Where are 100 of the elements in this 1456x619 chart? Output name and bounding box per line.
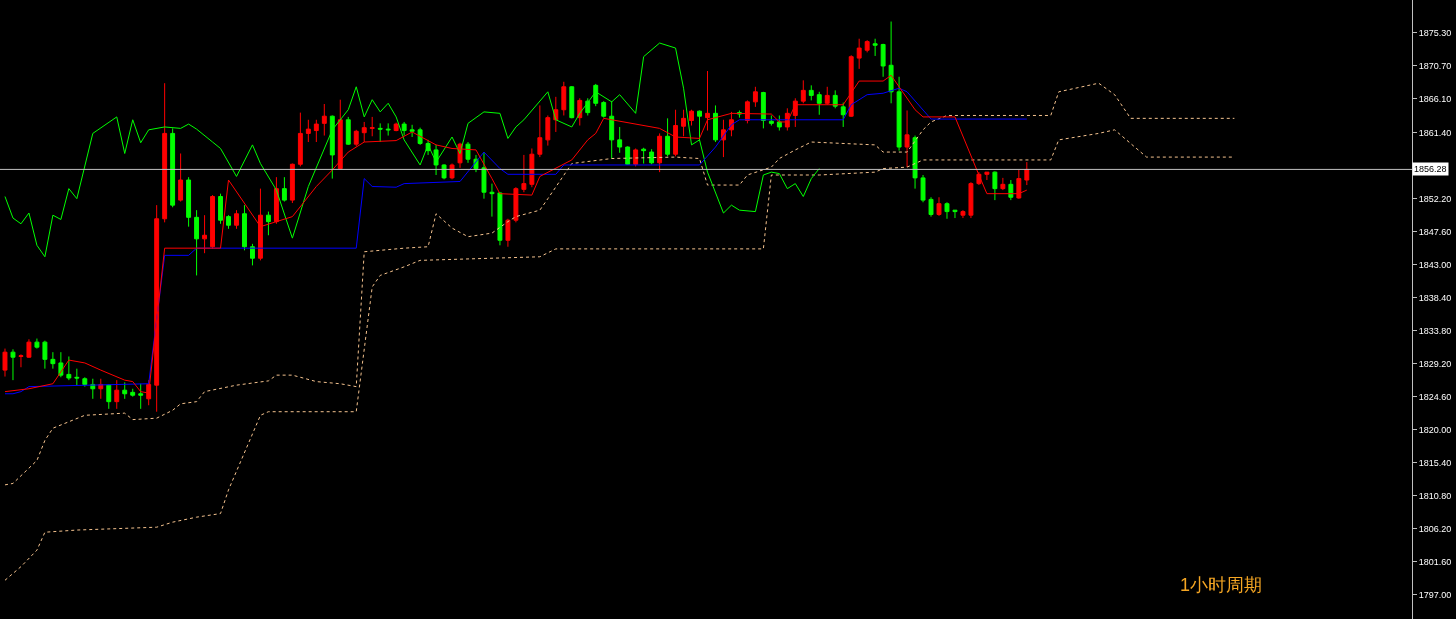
candlestick (976, 171, 982, 186)
candlestick (138, 383, 144, 410)
candlestick (393, 122, 399, 132)
y-tick-label: 1852.20 (1418, 193, 1452, 204)
candlestick (681, 109, 686, 137)
candlestick (593, 83, 599, 107)
candlestick (369, 116, 375, 137)
ref-line-label: 1856.28 (1414, 164, 1447, 174)
candlestick (856, 38, 862, 70)
candlestick (385, 122, 391, 137)
candlestick (226, 214, 231, 230)
line-series (4, 42, 820, 258)
candlestick (202, 214, 208, 254)
y-tick-label: 1843.00 (1418, 259, 1452, 270)
candlestick (353, 129, 359, 147)
candlestick (776, 114, 782, 132)
y-tick-label: 1866.10 (1418, 94, 1452, 105)
candlestick (792, 97, 798, 128)
y-tick-label: 1833.80 (1418, 325, 1452, 336)
candlestick (896, 76, 902, 152)
candlestick (481, 151, 487, 200)
candlestick (768, 114, 774, 127)
candlestick (417, 127, 423, 146)
candlestick (114, 379, 120, 410)
candlestick (617, 126, 623, 154)
candlestick (465, 141, 471, 164)
candlestick (242, 204, 247, 251)
y-tick-label: 1820.00 (1418, 424, 1452, 435)
candlestick (960, 209, 966, 219)
candlestick (441, 163, 447, 180)
candlestick (673, 109, 679, 157)
candlestick (808, 84, 814, 101)
y-tick-label: 1870.70 (1418, 61, 1452, 72)
candlestick (337, 99, 343, 170)
candlestick (1008, 179, 1014, 201)
candlestick (609, 100, 615, 160)
candlestick (760, 91, 766, 129)
candlestick (178, 152, 184, 203)
candlestick (505, 218, 511, 248)
candlestick (26, 338, 32, 359)
candlestick (904, 109, 910, 168)
candlestick (561, 81, 567, 116)
candlestick (34, 338, 40, 350)
candlestick (265, 211, 271, 236)
candlestick (42, 340, 48, 370)
candlestick (641, 147, 647, 165)
candlestick (425, 139, 431, 156)
candlestick (18, 353, 24, 368)
candlestick (409, 124, 415, 138)
candlestick (489, 183, 495, 218)
candlestick (305, 119, 311, 143)
candlestick (170, 127, 176, 208)
candlestick (234, 209, 239, 230)
candlestick (433, 144, 439, 176)
candlestick (744, 99, 750, 124)
candlestick (537, 104, 543, 158)
candlestick (912, 135, 918, 190)
y-tick-label: 1810.80 (1418, 490, 1452, 501)
candlestick (545, 114, 551, 147)
candlestick (800, 79, 806, 104)
candlestick (106, 383, 112, 410)
candlestick (122, 381, 128, 400)
candlestick (186, 176, 192, 228)
candlestick (752, 86, 758, 108)
y-tick-label: 1824.60 (1418, 391, 1452, 402)
candlestick (1024, 161, 1030, 186)
annotation: 1小时周期 (1180, 575, 1263, 595)
candlestick (872, 38, 878, 57)
candlestick (513, 186, 519, 223)
candlestick (74, 368, 80, 386)
candlestick (218, 193, 223, 225)
candlestick (657, 132, 663, 173)
candlestick (601, 100, 607, 119)
candlestick (665, 117, 671, 157)
candlestick (2, 348, 8, 378)
candlestick (928, 196, 934, 218)
candlestick (992, 170, 998, 201)
candlestick (944, 201, 950, 220)
y-tick-label: 1829.20 (1418, 358, 1452, 369)
candlestick (377, 122, 383, 143)
candlestick (321, 103, 327, 137)
candlestick (10, 348, 16, 381)
y-tick-label: 1801.60 (1418, 556, 1452, 567)
candlestick (984, 171, 990, 181)
candlestick (529, 147, 535, 188)
candlestick (329, 114, 335, 180)
candlestick (968, 181, 974, 219)
candlestick (273, 176, 279, 225)
candlestick (824, 86, 830, 106)
y-tick-label: 1875.30 (1418, 28, 1452, 39)
candlestick (281, 176, 287, 203)
candlestick (936, 196, 942, 217)
candlestick (289, 163, 295, 204)
candlestick (920, 174, 926, 203)
y-tick-label: 1797.00 (1418, 589, 1452, 600)
candlestick (401, 121, 407, 137)
candlestick (840, 102, 846, 128)
y-tick-label: 1838.40 (1418, 292, 1452, 303)
candlestick (194, 209, 200, 276)
candlestick (689, 109, 694, 127)
